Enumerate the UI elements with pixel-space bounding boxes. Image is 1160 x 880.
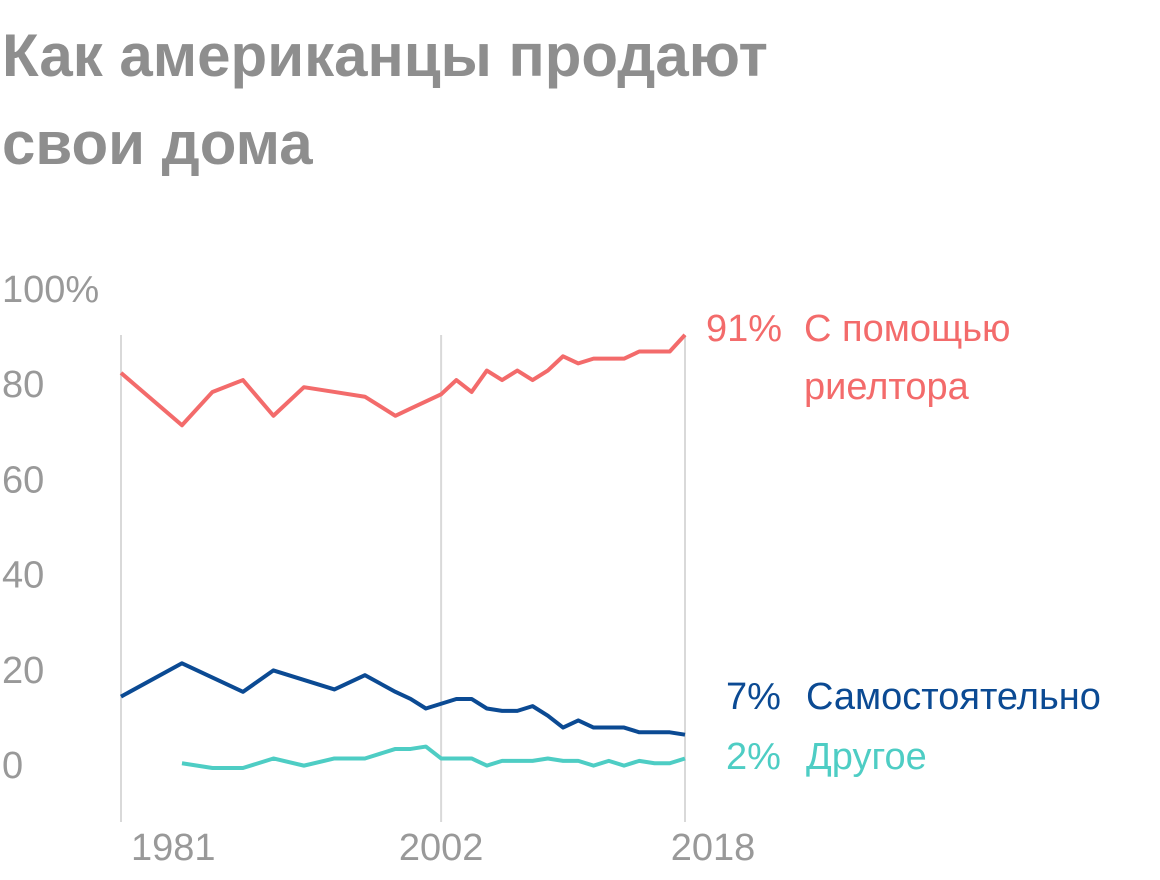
series-line xyxy=(120,661,686,737)
series-line xyxy=(119,333,687,428)
chart-title: Как американцы продают свои дома xyxy=(2,22,768,177)
y-tick-label: 60 xyxy=(2,459,44,501)
x-tick-label: 1981 xyxy=(131,827,216,869)
series-line xyxy=(181,744,686,770)
value-label: 91% xyxy=(706,308,783,350)
y-tick-label: 80 xyxy=(2,364,44,406)
legend-label: С помощью риелтора xyxy=(804,308,1011,408)
y-tick-label: 100% xyxy=(2,269,99,311)
x-tick-label: 2018 xyxy=(671,827,756,869)
y-tick-label: 20 xyxy=(2,650,44,692)
legend-label: Самостоятельно xyxy=(806,676,1101,718)
y-tick-label: 40 xyxy=(2,555,44,597)
value-label: 2% xyxy=(726,736,781,778)
x-tick-label: 2002 xyxy=(399,827,484,869)
legend-label: Другое xyxy=(806,736,927,778)
value-label: 7% xyxy=(726,676,781,718)
y-tick-label: 0 xyxy=(2,745,23,787)
